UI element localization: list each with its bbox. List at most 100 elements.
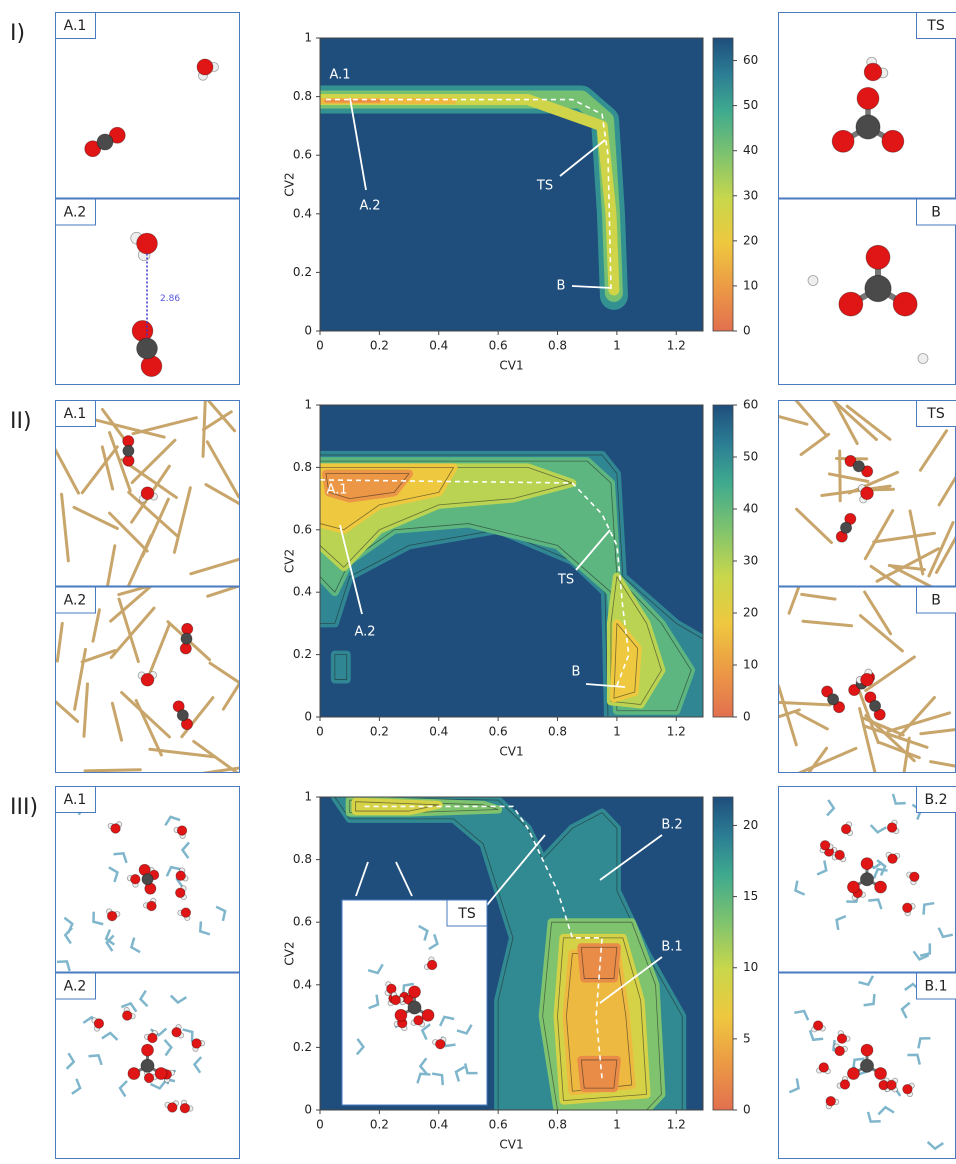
x-axis-label: CV1: [499, 359, 523, 373]
annotation: A.1: [326, 483, 347, 498]
panel-label: TS: [926, 406, 945, 422]
atom: [882, 130, 904, 152]
atom: [137, 338, 158, 359]
colorbar-tick-label: 10: [743, 960, 758, 974]
contour-plot: [320, 405, 703, 717]
y-tick-label: 1: [304, 790, 312, 804]
colorbar-tick-label: 50: [743, 450, 758, 464]
x-tick-label: 0.8: [548, 339, 567, 353]
annotation: B: [557, 279, 566, 294]
row-label: II): [10, 409, 32, 434]
inset-label: TS: [457, 906, 476, 922]
atom: [875, 881, 887, 893]
atom: [865, 275, 891, 301]
atom: [181, 908, 191, 918]
atom: [142, 1044, 154, 1056]
atom: [847, 881, 859, 893]
y-tick-label: 0.6: [293, 148, 312, 162]
colorbar-tick-label: 0: [743, 324, 751, 338]
x-tick-label: 1: [613, 725, 621, 739]
atom: [197, 59, 213, 75]
y-tick-label: 0.4: [293, 977, 312, 991]
x-tick-label: 0.2: [370, 1118, 389, 1132]
atom: [175, 888, 185, 898]
x-tick-label: 0.2: [370, 339, 389, 353]
atom: [141, 1059, 154, 1072]
y-tick-label: 0.2: [293, 647, 312, 661]
colorbar-tick-label: 20: [743, 233, 758, 247]
atom: [903, 903, 913, 913]
colorbar: [713, 38, 733, 331]
x-tick-label: 1.2: [667, 1118, 686, 1132]
colorbar-tick-label: 0: [743, 1103, 751, 1117]
annotation: B: [572, 665, 581, 680]
atom: [887, 1080, 897, 1090]
atom: [192, 1039, 202, 1049]
atom: [391, 995, 401, 1005]
atom: [130, 874, 140, 884]
atom: [808, 276, 818, 286]
colorbar-tick-label: 0: [743, 710, 751, 724]
colorbar-tick-label: 15: [743, 889, 758, 903]
atom: [840, 522, 851, 533]
colorbar: [713, 797, 733, 1110]
x-tick-label: 1: [613, 1118, 621, 1132]
panel-label: TS: [926, 18, 945, 34]
y-tick-label: 0: [304, 710, 312, 724]
atom: [820, 841, 830, 851]
x-tick-label: 0: [316, 1118, 324, 1132]
atom: [180, 1103, 190, 1113]
structure-panel: [55, 786, 240, 973]
x-axis-label: CV1: [499, 1138, 523, 1152]
energy-basin: [581, 1060, 617, 1088]
panel-label: A.2: [64, 593, 87, 609]
x-tick-label: 0.4: [429, 339, 448, 353]
panel-label: A.2: [64, 979, 87, 995]
atom: [128, 1068, 140, 1080]
x-tick-label: 0: [316, 725, 324, 739]
atom: [903, 1084, 913, 1094]
atom: [860, 873, 873, 886]
atom: [422, 1009, 434, 1021]
panel-label: A.1: [64, 406, 87, 422]
solvent: [85, 770, 140, 771]
colorbar-tick-label: 60: [743, 53, 758, 67]
atom: [860, 1059, 873, 1072]
atom: [409, 986, 421, 998]
x-tick-label: 0.6: [489, 725, 508, 739]
colorbar: [713, 405, 733, 717]
atom: [826, 1096, 836, 1106]
y-axis-label: CV2: [283, 941, 297, 965]
colorbar-tick-label: 50: [743, 98, 758, 112]
atom: [148, 1033, 158, 1043]
x-tick-label: 0.6: [489, 339, 508, 353]
colorbar-tick-label: 30: [743, 554, 758, 568]
y-tick-label: 0.4: [293, 585, 312, 599]
y-tick-label: 0.2: [293, 1040, 312, 1054]
y-tick-label: 0.2: [293, 265, 312, 279]
colorbar-tick-label: 60: [743, 398, 758, 412]
y-axis-label: CV2: [283, 549, 297, 573]
atom: [853, 461, 864, 472]
atom: [97, 134, 113, 150]
structure-panel: [778, 199, 956, 386]
x-tick-label: 0.8: [548, 725, 567, 739]
atom: [910, 872, 920, 882]
atom: [147, 901, 157, 911]
x-tick-label: 1: [613, 339, 621, 353]
row-label: I): [10, 21, 25, 46]
atom: [141, 487, 154, 500]
annotation: TS: [557, 573, 574, 588]
energy-basin: [335, 655, 347, 680]
atom: [181, 633, 192, 644]
distance-label: 2.86: [160, 294, 180, 304]
atom: [813, 1021, 823, 1031]
atom: [168, 1103, 178, 1113]
structure-panel: [778, 786, 956, 973]
structure-panel: [55, 973, 240, 1160]
atom: [893, 292, 917, 316]
y-tick-label: 1: [304, 31, 312, 45]
atom: [155, 1068, 167, 1080]
x-tick-label: 0.8: [548, 1118, 567, 1132]
atom: [861, 858, 873, 870]
